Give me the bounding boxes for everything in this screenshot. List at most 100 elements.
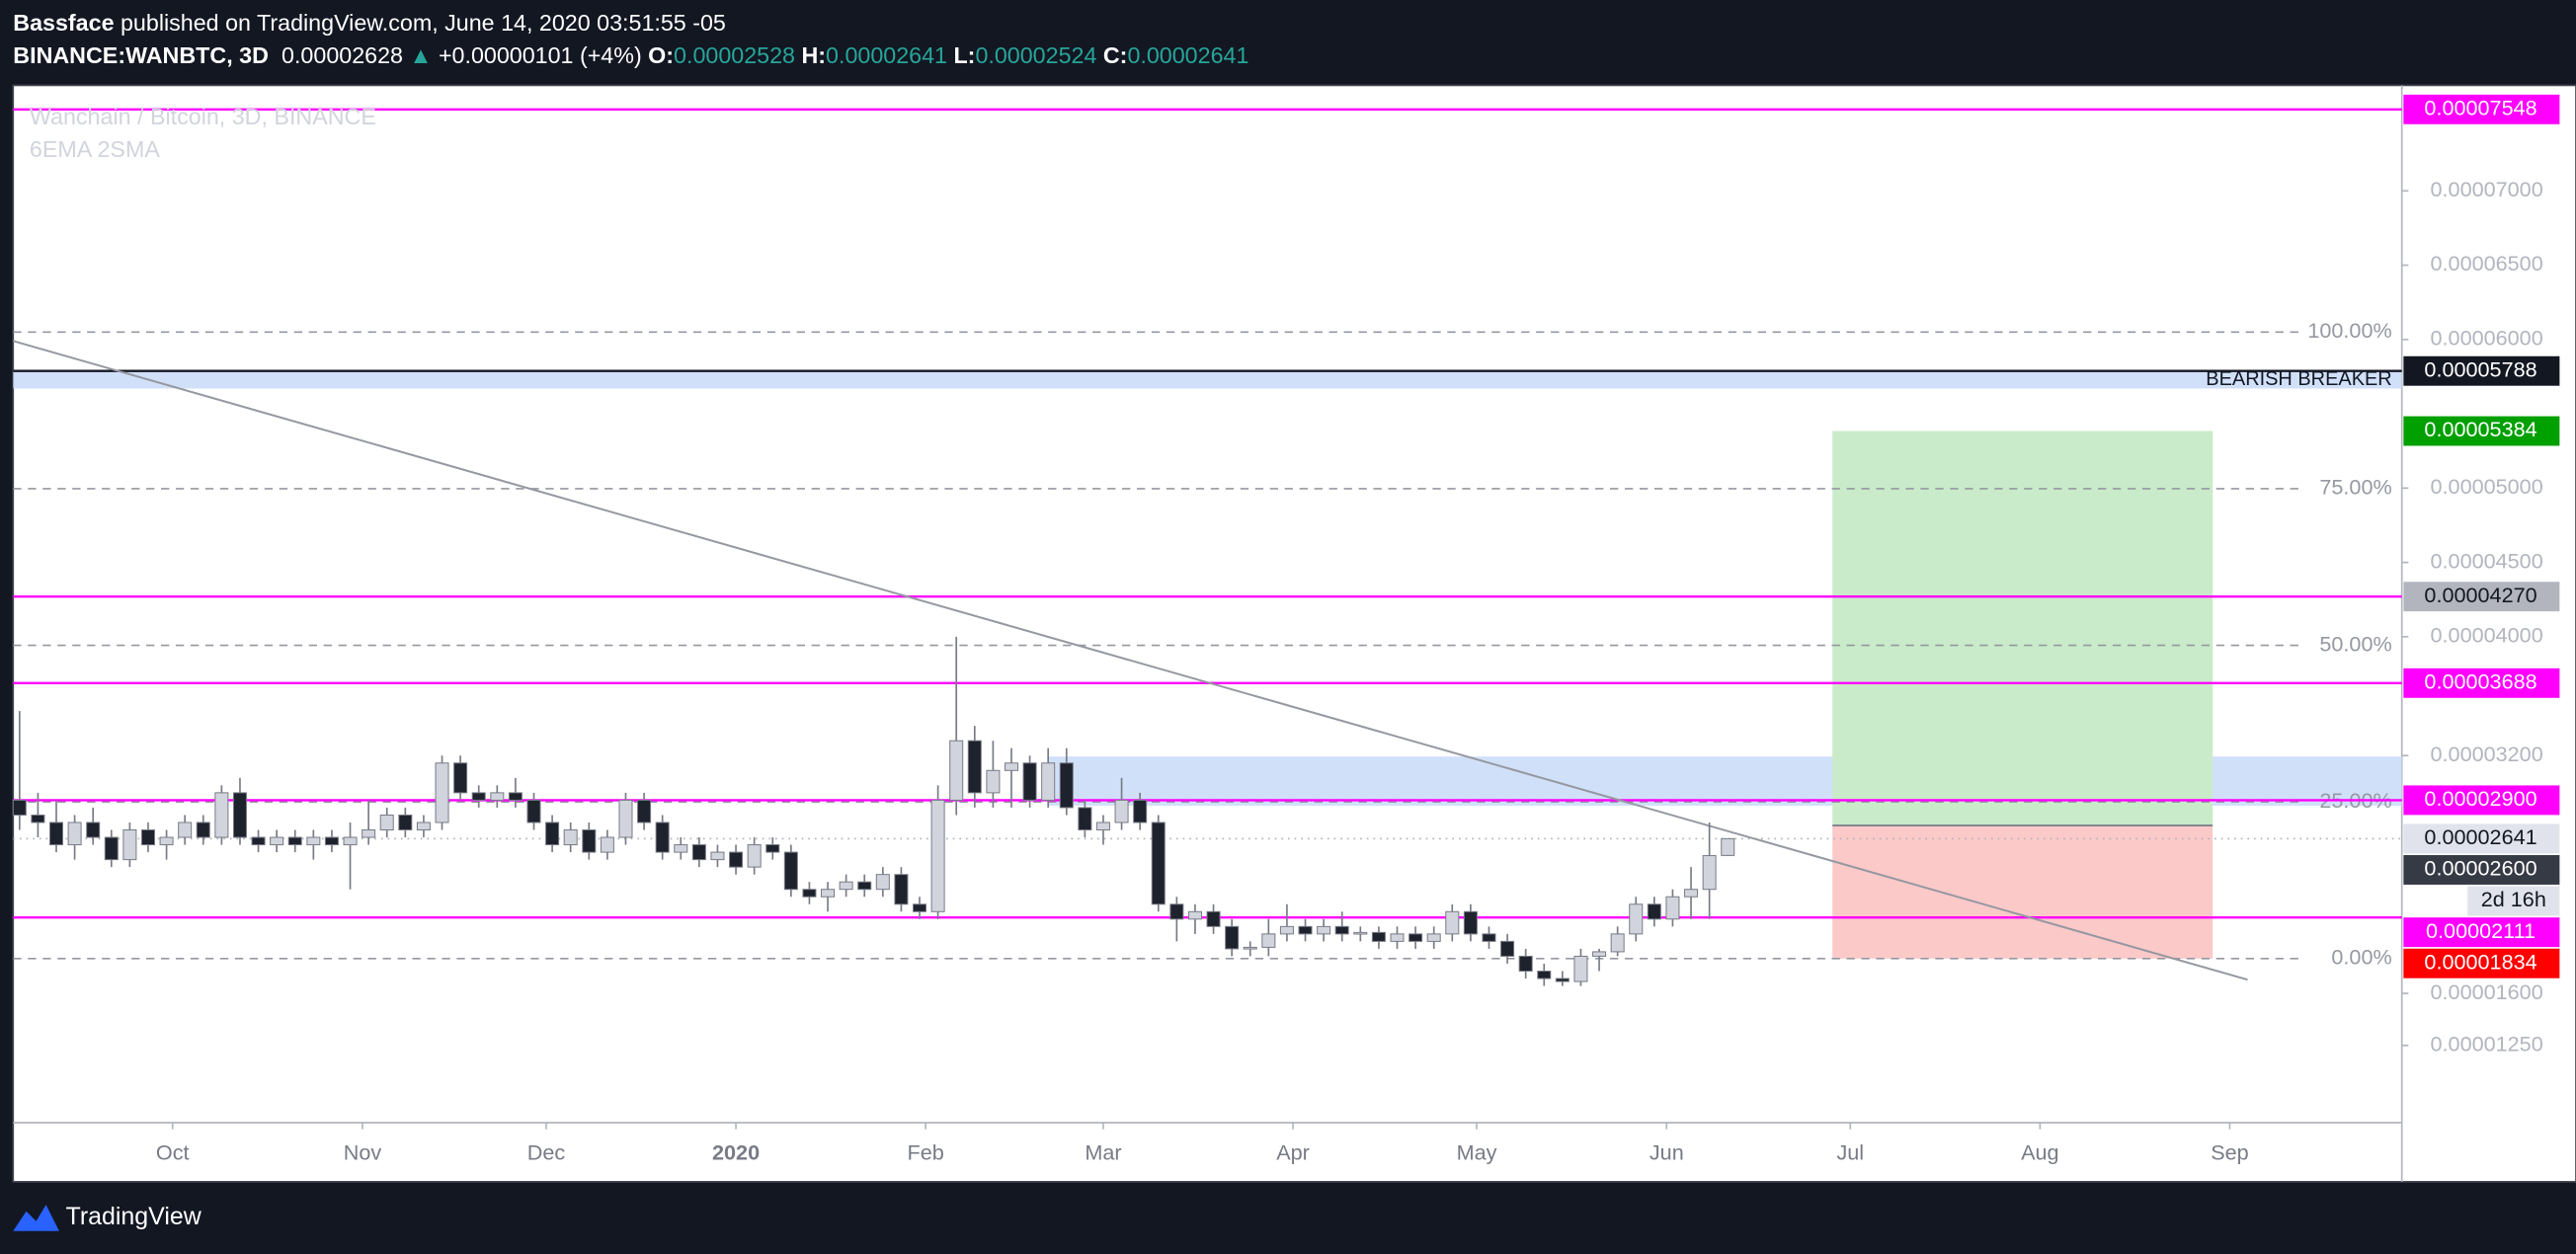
- candle-body: [453, 762, 468, 794]
- candle-body: [783, 851, 798, 891]
- candle-body: [802, 889, 817, 898]
- x-tick-label: Oct: [156, 1139, 190, 1164]
- candle-body: [140, 829, 155, 846]
- candle-body: [1298, 925, 1313, 935]
- y-tick-label: 0.00004500: [2431, 548, 2543, 573]
- x-tick-label: May: [1457, 1139, 1497, 1164]
- candle-body: [508, 792, 523, 801]
- candle-body: [765, 844, 780, 853]
- author: Bassface: [13, 10, 114, 36]
- candle-body: [526, 799, 541, 823]
- x-tick-label: Dec: [527, 1139, 566, 1164]
- brand: TradingView: [66, 1203, 202, 1230]
- candle-body: [967, 740, 982, 794]
- candle-body: [86, 822, 101, 838]
- candle-body: [582, 829, 597, 853]
- candle-body: [1482, 933, 1496, 942]
- candle-body: [104, 836, 119, 861]
- candle-body: [1500, 940, 1515, 957]
- candle-body: [471, 792, 486, 801]
- candle-body: [1629, 903, 1644, 935]
- candle-body: [270, 836, 284, 846]
- candle-body: [159, 836, 174, 846]
- candle-body: [1041, 762, 1056, 801]
- price-label: 0.00005384: [2424, 417, 2536, 441]
- candle-body: [48, 822, 64, 846]
- candle-body: [1114, 799, 1129, 823]
- candle-body: [12, 799, 27, 816]
- published: published on TradingView.com, June 14, 2…: [121, 10, 726, 36]
- y-tick-label: 0.00001600: [2431, 980, 2543, 1004]
- candle-body: [1317, 925, 1331, 935]
- candle-body: [857, 881, 872, 891]
- candle-body: [821, 889, 836, 898]
- candle-body: [232, 792, 247, 838]
- change: +0.00000101 (+4%): [439, 42, 642, 68]
- close-label: C:: [1103, 42, 1128, 68]
- plot: BEARISH BREAKER100.00%75.00%50.00%25.00%…: [12, 108, 2543, 1164]
- candle-body: [1243, 946, 1257, 950]
- price-box: [2403, 855, 2560, 885]
- candle-body: [710, 851, 725, 861]
- symbol-line: BINANCE:WANBTC, 3D 0.00002628 ▲ +0.00000…: [13, 42, 1248, 68]
- candle-body: [1463, 910, 1478, 935]
- candle-body: [1518, 955, 1533, 972]
- candle-body: [1409, 933, 1423, 942]
- price-box: [2403, 917, 2560, 948]
- header-line: Bassface published on TradingView.com, J…: [13, 10, 726, 36]
- candle-body: [1151, 822, 1166, 905]
- candle-body: [251, 836, 266, 846]
- price-label: 0.00005788: [2424, 356, 2536, 381]
- candle-body: [1702, 855, 1717, 891]
- last-price: 0.00002628: [282, 42, 403, 68]
- price-box: [2403, 582, 2560, 612]
- arrow: ▲: [409, 42, 432, 68]
- chart-subtitle: 6EMA 2SMA: [30, 136, 160, 162]
- candle-body: [324, 836, 339, 846]
- candle-body: [618, 799, 633, 838]
- price-box: [2403, 948, 2560, 979]
- candle-body: [416, 822, 431, 831]
- y-tick-label: 0.00001250: [2431, 1031, 2543, 1056]
- candle-body: [839, 881, 853, 891]
- candle-body: [1059, 762, 1074, 809]
- price-box: [2403, 785, 2560, 816]
- candle-body: [563, 829, 578, 846]
- candle-body: [655, 822, 670, 853]
- low-value: 0.00002524: [975, 42, 1096, 68]
- y-tick-label: 0.00006000: [2431, 326, 2543, 351]
- candle-body: [287, 836, 302, 846]
- candle-body: [1225, 925, 1240, 950]
- price-label: 0.00001834: [2424, 949, 2536, 974]
- x-tick-label: Aug: [2021, 1139, 2058, 1164]
- candle-body: [674, 844, 688, 853]
- y-tick-label: 0.00005000: [2431, 474, 2543, 499]
- countdown-box: [2467, 886, 2560, 916]
- candle-body: [729, 851, 744, 868]
- price-label: 0.00007548: [2424, 96, 2536, 120]
- x-tick-label: Nov: [344, 1139, 382, 1164]
- x-tick-label: 2020: [712, 1139, 760, 1164]
- candle-body: [1537, 970, 1552, 980]
- zone: [13, 370, 2402, 389]
- candle-body: [31, 814, 45, 823]
- y-tick-label: 0.00004000: [2431, 623, 2543, 648]
- candle-body: [1169, 903, 1184, 920]
- candle-body: [67, 822, 82, 846]
- candle-body: [1665, 896, 1680, 920]
- candle-body: [1371, 931, 1386, 942]
- price-label: 0.00004270: [2424, 583, 2536, 607]
- candle-body: [894, 874, 909, 905]
- candle-body: [1592, 951, 1607, 957]
- candle-body: [1133, 799, 1148, 823]
- price-box: [2403, 416, 2560, 446]
- candle-body: [1261, 933, 1276, 948]
- candle-body: [1426, 933, 1441, 942]
- y-tick-label: 0.00003200: [2431, 742, 2543, 766]
- fib-label: 100.00%: [2307, 318, 2391, 343]
- candle-body: [1610, 933, 1625, 953]
- fib-label: 50.00%: [2319, 631, 2391, 656]
- candle-body: [1095, 822, 1110, 831]
- price-label: 0.00002600: [2424, 856, 2536, 881]
- position-loss: [1832, 824, 2214, 959]
